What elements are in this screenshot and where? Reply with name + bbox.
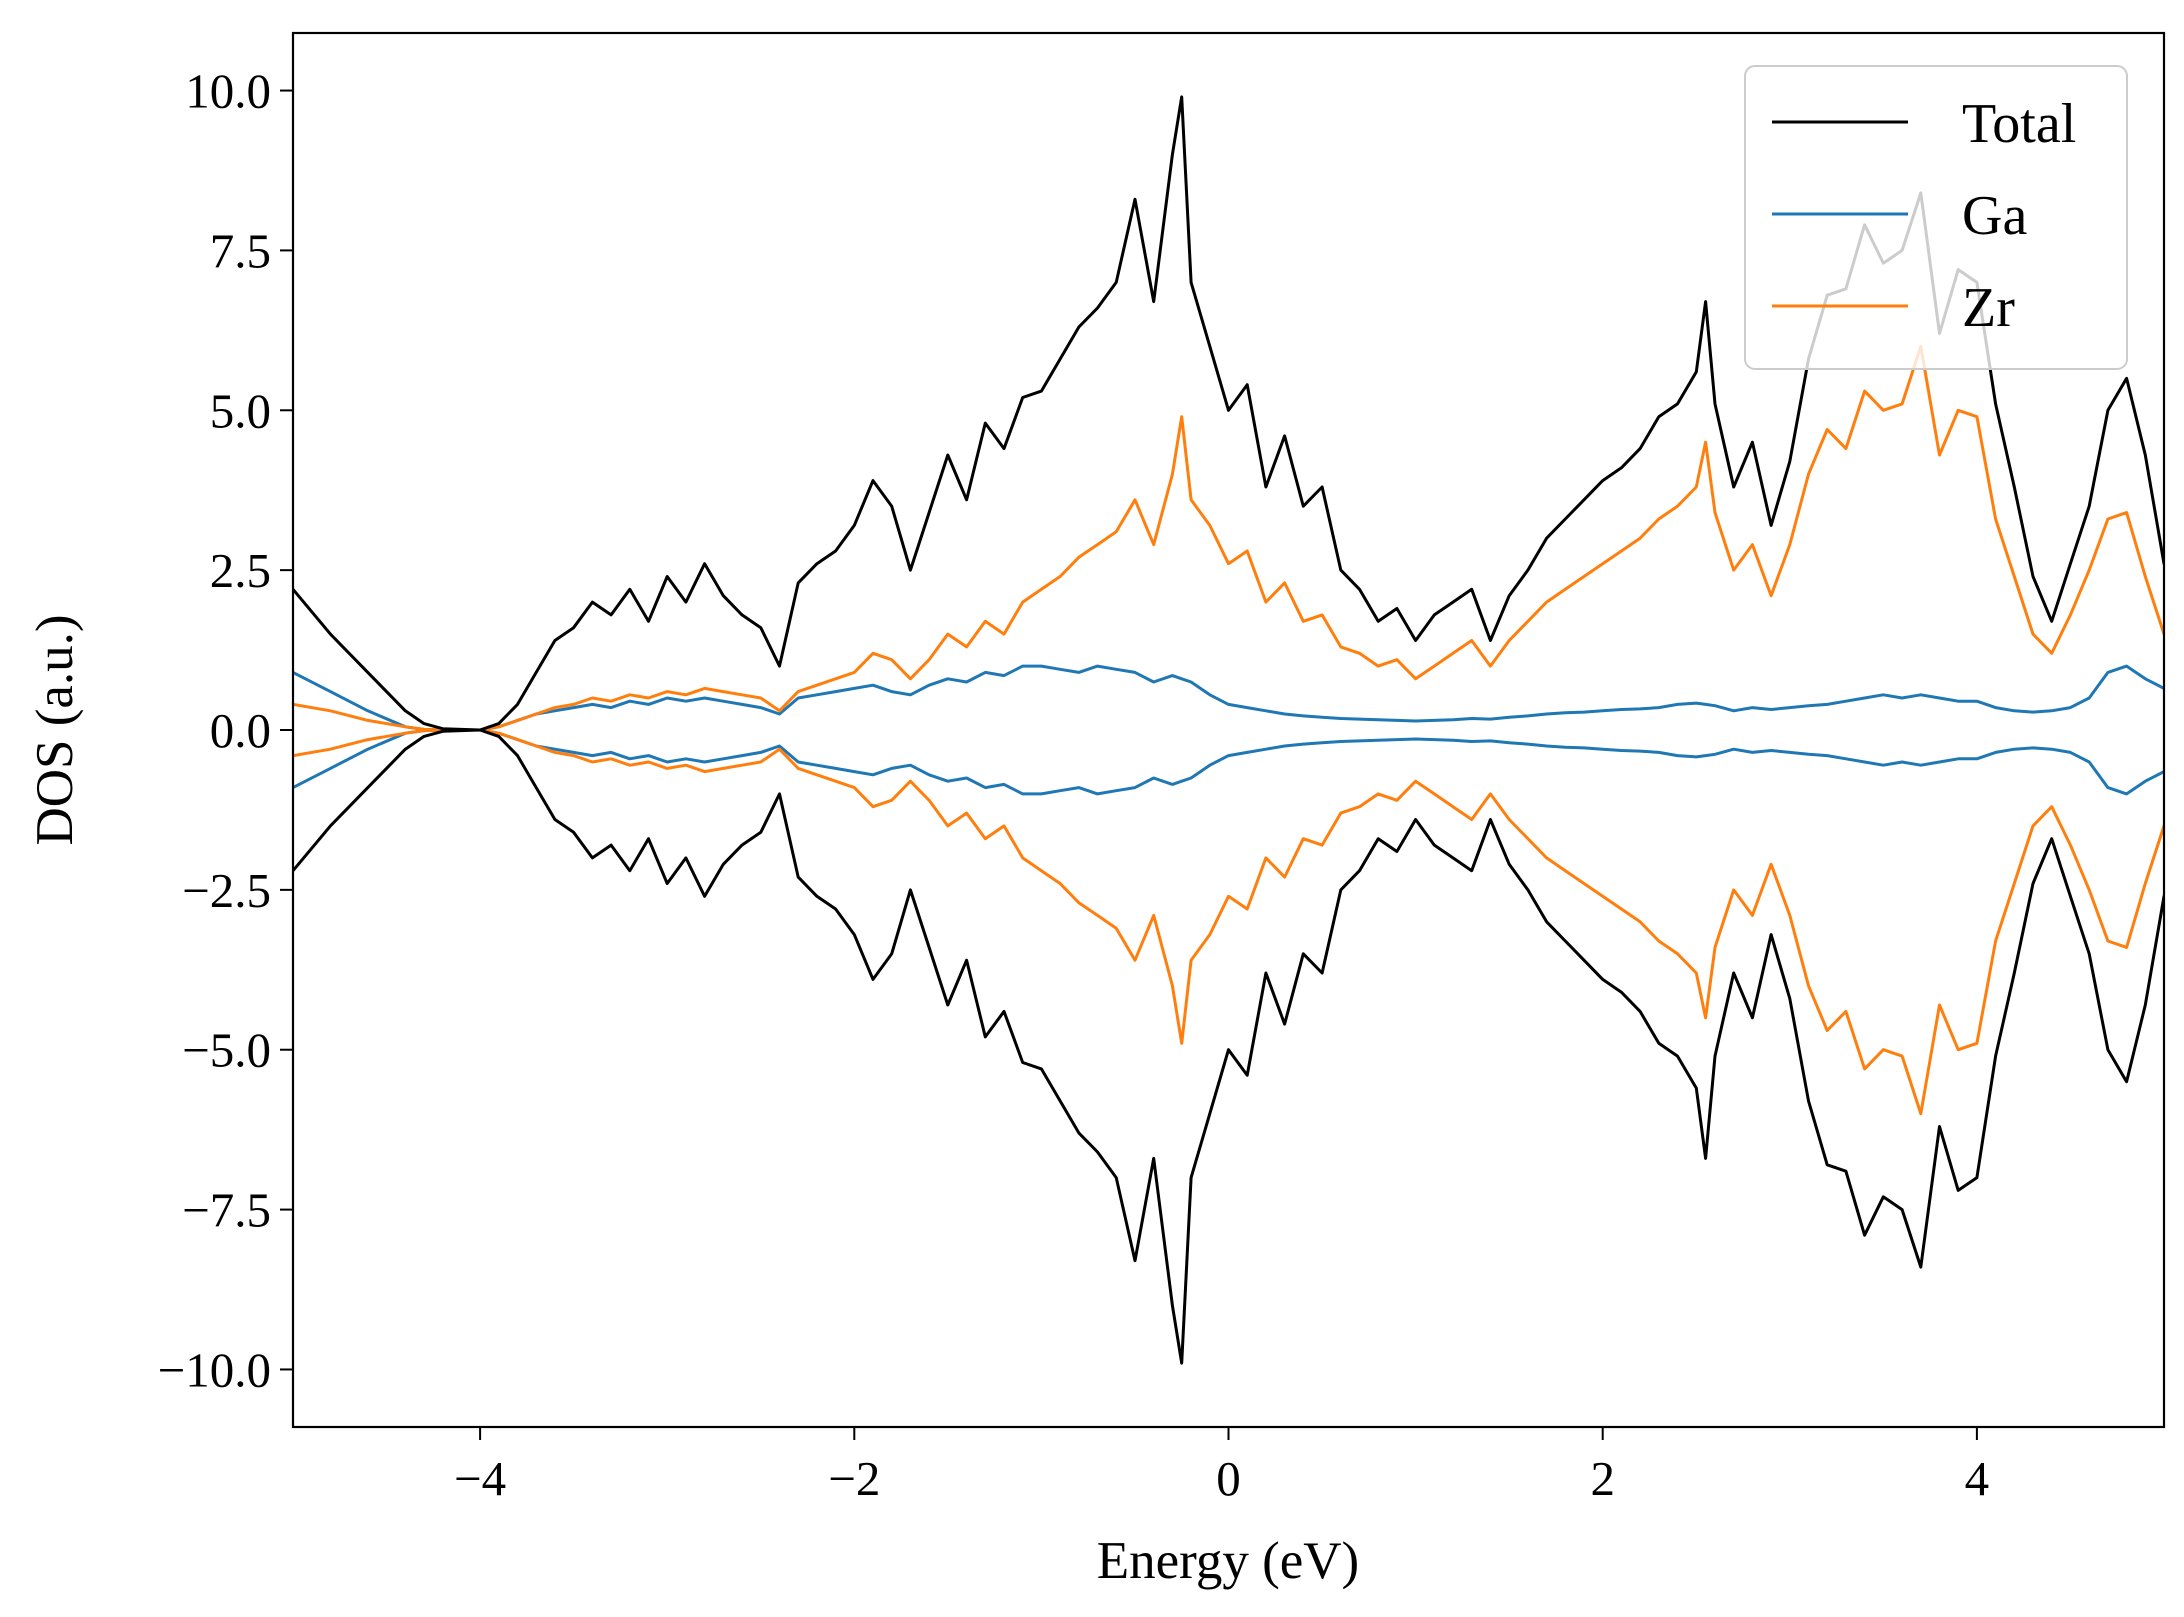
ticks-layer: −4 −2 0 2 4 −10.0 −7.5 −5.0 −2.5 0.0 2.5 5.0 7.5 10.0 <box>158 64 1990 1506</box>
x-tick-label: 2 <box>1590 1451 1615 1506</box>
y-axis-label: DOS (a.u.) <box>26 614 84 845</box>
series-line-total-spin-down <box>293 728 2164 1365</box>
x-tick-label: 0 <box>1216 1451 1241 1506</box>
legend-label-ga: Ga <box>1962 185 2027 247</box>
series-line-zr-spin-up <box>293 344 2164 732</box>
x-axis-label: Energy (eV) <box>1097 1532 1359 1590</box>
y-tick-label: 10.0 <box>185 64 271 119</box>
series-line-ga-spin-down <box>293 728 2164 796</box>
y-tick-label: −2.5 <box>182 863 271 918</box>
legend-box <box>1744 65 2128 370</box>
legend: Total Ga Zr <box>1744 65 2128 370</box>
series-line-zr-spin-down <box>293 728 2164 1116</box>
y-tick-label: 7.5 <box>210 223 271 278</box>
legend-label-total: Total <box>1962 93 2076 155</box>
x-tick-label: −2 <box>828 1451 880 1506</box>
y-tick-label: −10.0 <box>158 1342 271 1397</box>
x-tick-label: 4 <box>1965 1451 1990 1506</box>
y-tick-label: 0.0 <box>210 703 271 758</box>
x-tick-label: −4 <box>454 1451 506 1506</box>
legend-label-zr: Zr <box>1962 277 2015 339</box>
y-tick-label: 5.0 <box>210 383 271 438</box>
y-tick-label: −7.5 <box>182 1183 271 1238</box>
y-tick-label: 2.5 <box>210 543 271 598</box>
series-line-ga-spin-up <box>293 664 2164 732</box>
series-layer <box>293 95 2164 1365</box>
y-tick-label: −5.0 <box>182 1023 271 1078</box>
